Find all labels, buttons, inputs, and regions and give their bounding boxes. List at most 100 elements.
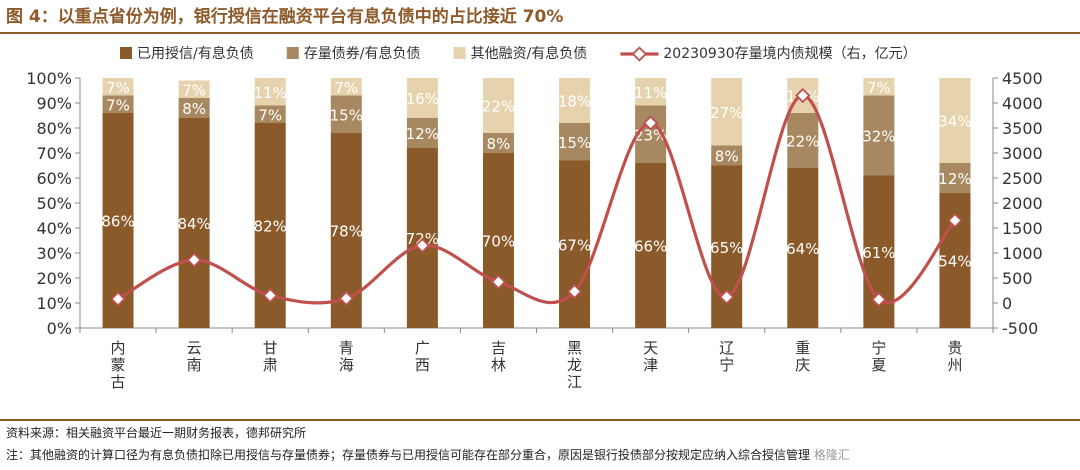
bar-segment — [635, 78, 667, 106]
category-label: 天 — [643, 339, 658, 357]
data-label: 84% — [177, 215, 210, 233]
right-tick-label: 1000 — [1002, 244, 1043, 263]
bar-segment — [254, 78, 286, 106]
figure-title: 图 4：以重点省份为例，银行授信在融资平台有息负债中的占比接近 70% — [6, 7, 564, 27]
line-marker — [490, 274, 507, 290]
category-label: 江 — [567, 373, 582, 391]
data-label: 8% — [182, 100, 206, 118]
line-marker — [947, 212, 963, 229]
category-label: 林 — [491, 356, 506, 374]
footnote-text: 注：其他融资的计算口径为有息负债扣除已用授信与存量债券；存量债券与已用授信可能存… — [6, 448, 811, 462]
bar-segment — [330, 78, 362, 96]
category-label: 西 — [415, 356, 430, 374]
bar-segment — [330, 95, 362, 133]
data-label: 78% — [330, 223, 363, 241]
right-tick-label: 2000 — [1002, 194, 1043, 213]
category-label: 海 — [339, 356, 354, 374]
left-tick-label: 30% — [36, 244, 72, 263]
data-label: 16% — [406, 90, 439, 108]
data-label: 70% — [482, 233, 515, 251]
right-tick-label: 4500 — [1002, 69, 1043, 88]
data-label: 34% — [938, 113, 971, 131]
legend-line-marker — [631, 46, 648, 62]
left-tick-label: 0% — [47, 319, 72, 338]
data-label: 7% — [106, 79, 130, 97]
data-label: 7% — [106, 96, 130, 114]
bar-segment — [178, 98, 210, 118]
data-label: 32% — [862, 128, 895, 146]
bar-segment — [406, 78, 438, 118]
line-marker — [262, 287, 278, 304]
data-label: 65% — [710, 239, 743, 257]
data-label: 82% — [254, 218, 287, 236]
bar-segment — [482, 78, 514, 133]
stacked-bar-chart: 0% 10% 20% 30% 40% 50% 60% 70% 80% 90% 100% -500 0 50… — [26, 45, 1043, 391]
data-label: 15% — [558, 134, 591, 152]
category-label: 庆 — [795, 356, 810, 374]
data-label: 8% — [487, 135, 511, 153]
data-label: 64% — [786, 240, 819, 258]
bar-segment — [939, 78, 971, 163]
bar-segment — [711, 145, 743, 166]
left-tick-label: 90% — [36, 94, 72, 113]
watermark-text: 格隆汇 — [813, 448, 850, 462]
legend-swatch — [453, 47, 466, 59]
line-marker — [338, 290, 354, 307]
right-tick-label: 500 — [1002, 269, 1033, 288]
bar-segment — [559, 78, 591, 123]
data-label: 15% — [330, 106, 363, 124]
legend-label: 已用授信/有息负债 — [137, 45, 254, 62]
line-series-path — [117, 93, 957, 305]
data-label: 86% — [101, 213, 134, 231]
left-tick-label: 40% — [36, 219, 72, 238]
category-label: 黑 — [567, 339, 582, 357]
line-marker — [642, 115, 659, 131]
bar-segment — [711, 78, 743, 146]
left-tick-label: 80% — [36, 119, 72, 138]
data-label: 7% — [258, 106, 282, 124]
data-label: 12% — [406, 125, 439, 143]
right-tick-label: 1500 — [1002, 219, 1043, 238]
legend-swatch — [120, 47, 132, 59]
legend-swatch — [286, 47, 299, 59]
legend-label: 存量债券/有息负债 — [304, 45, 421, 62]
right-tick-label: 3000 — [1002, 144, 1043, 163]
category-label: 贵 — [947, 339, 962, 357]
category-label: 重 — [795, 339, 810, 357]
line-marker — [414, 237, 431, 254]
left-tick-label: 70% — [36, 144, 72, 163]
left-tick-label: 50% — [36, 194, 72, 213]
line-marker — [871, 291, 887, 308]
data-label: 11% — [254, 84, 287, 102]
footer-rule — [0, 419, 1080, 421]
data-label: 8% — [715, 148, 739, 166]
data-label: 7% — [867, 79, 891, 97]
left-tick-label: 100% — [26, 69, 72, 88]
bar-segment — [406, 118, 438, 148]
bar-segment — [102, 78, 134, 96]
category-label: 宁 — [719, 356, 734, 374]
right-tick-label: -500 — [1002, 319, 1038, 338]
footnote: 注：其他融资的计算口径为有息负债扣除已用授信与存量债券；存量债券与已用授信可能存… — [6, 446, 850, 463]
data-label: 67% — [558, 236, 591, 254]
bar-segment — [787, 168, 819, 328]
category-label: 辽 — [719, 339, 734, 357]
data-label: 11% — [634, 84, 667, 102]
category-label: 内 — [111, 339, 126, 357]
left-tick-label: 20% — [36, 269, 72, 288]
bar-segment — [254, 105, 286, 123]
line-marker — [795, 87, 811, 104]
bar-segment — [559, 123, 591, 161]
data-label: 7% — [334, 79, 358, 97]
category-label: 吉 — [491, 339, 506, 357]
category-label: 蒙 — [111, 356, 126, 374]
data-label: 22% — [482, 98, 515, 116]
category-label: 广 — [415, 339, 430, 357]
bar-segment — [863, 78, 895, 96]
bar-segment — [178, 80, 210, 98]
title-rule — [0, 32, 1080, 34]
bar-segment — [939, 163, 971, 193]
category-label: 古 — [111, 373, 126, 391]
data-label: 66% — [634, 238, 667, 256]
